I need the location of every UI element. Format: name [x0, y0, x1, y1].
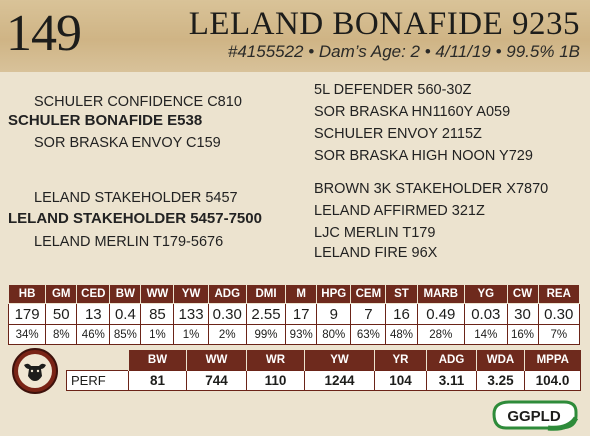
performance-header-cell: YR: [374, 350, 427, 370]
epd-header-cell: HPG: [316, 284, 352, 304]
epd-percentile-cell: 93%: [285, 324, 318, 345]
epd-percentile-cell: 14%: [464, 324, 508, 345]
epd-value-cell: 0.03: [464, 303, 508, 325]
epd-value-cell: 0.49: [416, 303, 466, 325]
epd-percentile-cell: 2%: [207, 324, 247, 345]
epd-header-cell: BW: [109, 284, 142, 304]
epd-percentile-cell: 28%: [416, 324, 466, 345]
epd-header-cell: GM: [45, 284, 78, 304]
performance-value-row: PERF 81 744 110 1244 104 3.11 3.25 104.0: [66, 369, 581, 391]
epd-header-cell: CEM: [350, 284, 387, 304]
performance-header-cell: WDA: [476, 350, 525, 370]
performance-header-cell: BW: [128, 350, 187, 370]
performance-value-cell: 1244: [304, 369, 375, 391]
pedigree-ancestor: 5L DEFENDER 560-30Z: [314, 82, 472, 98]
bull-silhouette-icon: [24, 363, 46, 381]
epd-header-cell: HB: [7, 284, 47, 304]
bull-head-icon: [18, 354, 52, 388]
epd-header-cell: DMI: [245, 284, 287, 304]
performance-value-cell: 110: [246, 369, 305, 391]
performance-table: BW WW WR YW YR ADG WDA MPPA PERF 81 744 …: [66, 350, 581, 391]
epd-header-cell: ST: [385, 284, 418, 304]
epd-percentile-cell: 85%: [109, 324, 142, 345]
pedigree-ancestor: SOR BRASKA HIGH NOON Y729: [314, 148, 533, 164]
epd-percentile-cell: 99%: [245, 324, 287, 345]
epd-header-cell: MARB: [416, 284, 466, 304]
epd-value-cell: 30: [506, 303, 539, 325]
ggpld-badge-icon: GGPLD: [492, 400, 579, 431]
lot-number: 149: [6, 5, 82, 62]
performance-value-cell: 104: [374, 369, 427, 391]
performance-value-cell: 3.11: [426, 369, 477, 391]
epd-percentile-cell: 1%: [173, 324, 209, 345]
pedigree-ancestor: LJC MERLIN T179: [314, 225, 436, 241]
animal-name: LELAND BONAFIDE 9235: [188, 6, 580, 42]
epd-header-cell: YG: [464, 284, 508, 304]
epd-percentile-cell: 48%: [385, 324, 418, 345]
epd-value-cell: 16: [385, 303, 418, 325]
epd-value-cell: 179: [7, 303, 47, 325]
epd-percentile-row: 34% 8% 46% 85% 1% 1% 2% 99% 93% 80% 63% …: [7, 324, 581, 345]
performance-header-cell: ADG: [426, 350, 477, 370]
epd-header-cell: REA: [537, 284, 581, 304]
dam: LELAND STAKEHOLDER 5457-7500: [8, 210, 262, 227]
paternal-grandsire: SCHULER CONFIDENCE C810: [34, 94, 242, 110]
animal-details: #4155522 • Dam’s Age: 2 • 4/11/19 • 99.5…: [227, 42, 580, 61]
epd-header-cell: WW: [140, 284, 175, 304]
epd-header-cell: ADG: [207, 284, 247, 304]
performance-header-blank: [67, 350, 129, 370]
epd-value-cell: 85: [140, 303, 175, 325]
epd-value-cell: 50: [45, 303, 78, 325]
pedigree-ancestor: SCHULER ENVOY 2115Z: [314, 126, 482, 142]
pedigree-ancestor: SOR BRASKA HN1160Y A059: [314, 104, 511, 120]
performance-header-row: BW WW WR YW YR ADG WDA MPPA: [67, 350, 581, 370]
performance-row-label: PERF: [66, 369, 129, 391]
ggpld-logo-icon: GGPLD: [488, 396, 580, 432]
epd-value-row: 179 50 13 0.4 85 133 0.30 2.55 17 9 7 16…: [7, 303, 581, 325]
performance-value-cell: 3.25: [476, 369, 525, 391]
pedigree-ancestor: BROWN 3K STAKEHOLDER X7870: [314, 181, 549, 197]
performance-header-cell: MPPA: [524, 350, 581, 370]
epd-percentile-cell: 63%: [350, 324, 387, 345]
ggpld-text: GGPLD: [507, 408, 561, 425]
epd-percentile-cell: 46%: [76, 324, 111, 345]
epd-percentile-cell: 16%: [506, 324, 539, 345]
epd-header-row: HB GM CED BW WW YW ADG DMI M HPG CEM ST …: [7, 284, 581, 304]
performance-header-cell: WR: [246, 350, 305, 370]
epd-table: HB GM CED BW WW YW ADG DMI M HPG CEM ST …: [7, 284, 581, 345]
epd-header-cell: CW: [506, 284, 539, 304]
pedigree-ancestor: LELAND FIRE 96X: [314, 245, 438, 261]
angus-seal-icon: [12, 348, 58, 394]
performance-value-cell: 81: [128, 369, 187, 391]
epd-value-cell: 0.30: [207, 303, 247, 325]
pedigree-ancestor: LELAND AFFIRMED 321Z: [314, 203, 485, 219]
performance-value-cell: 744: [186, 369, 247, 391]
paternal-granddam: SOR BRASKA ENVOY C159: [34, 135, 221, 151]
epd-percentile-cell: 1%: [140, 324, 175, 345]
header-band: 149 LELAND BONAFIDE 9235 #4155522 • Dam’…: [0, 0, 590, 72]
epd-percentile-cell: 80%: [316, 324, 352, 345]
performance-header-cell: WW: [186, 350, 247, 370]
sire: SCHULER BONAFIDE E538: [8, 112, 203, 129]
epd-percentile-cell: 7%: [537, 324, 581, 345]
epd-value-cell: 0.30: [537, 303, 581, 325]
epd-header-cell: CED: [76, 284, 111, 304]
epd-value-cell: 9: [316, 303, 352, 325]
epd-percentile-cell: 8%: [45, 324, 78, 345]
epd-value-cell: 7: [350, 303, 387, 325]
performance-header-cell: YW: [304, 350, 375, 370]
maternal-granddam: LELAND MERLIN T179-5676: [34, 234, 224, 250]
epd-header-cell: YW: [173, 284, 209, 304]
epd-value-cell: 17: [285, 303, 318, 325]
epd-value-cell: 13: [76, 303, 111, 325]
epd-percentile-cell: 34%: [7, 324, 47, 345]
epd-header-cell: M: [285, 284, 318, 304]
performance-value-cell: 104.0: [524, 369, 581, 391]
epd-value-cell: 2.55: [245, 303, 287, 325]
epd-value-cell: 0.4: [109, 303, 142, 325]
epd-value-cell: 133: [173, 303, 209, 325]
maternal-grandsire: LELAND STAKEHOLDER 5457: [34, 190, 238, 206]
